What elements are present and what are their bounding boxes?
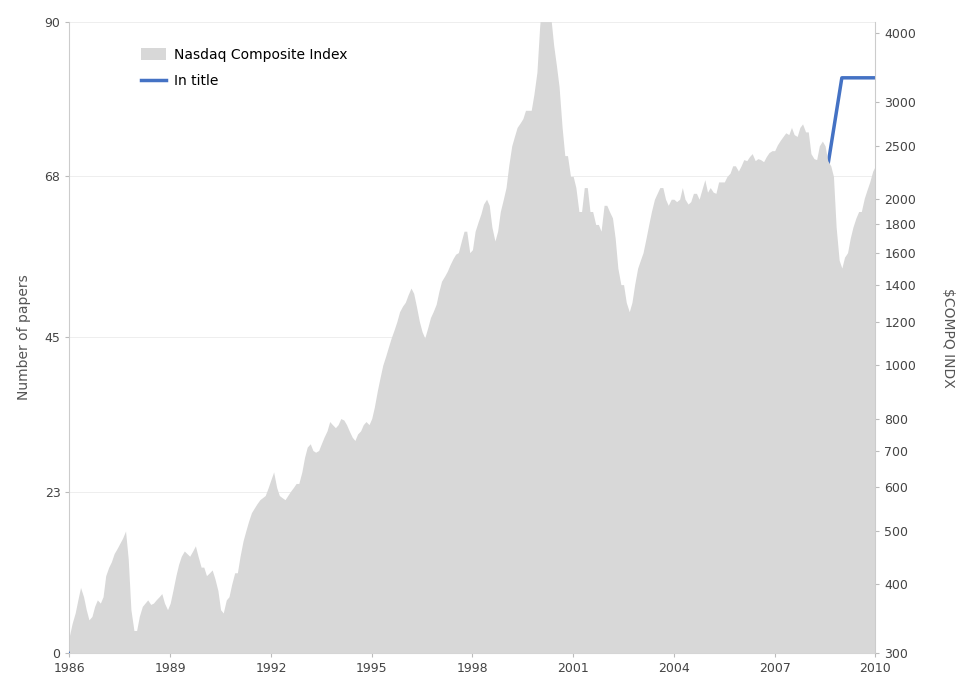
Y-axis label: Number of papers: Number of papers [17,275,31,401]
Y-axis label: $COMPQ INDX: $COMPQ INDX [941,288,955,388]
Legend: Nasdaq Composite Index, In title: Nasdaq Composite Index, In title [141,48,348,88]
